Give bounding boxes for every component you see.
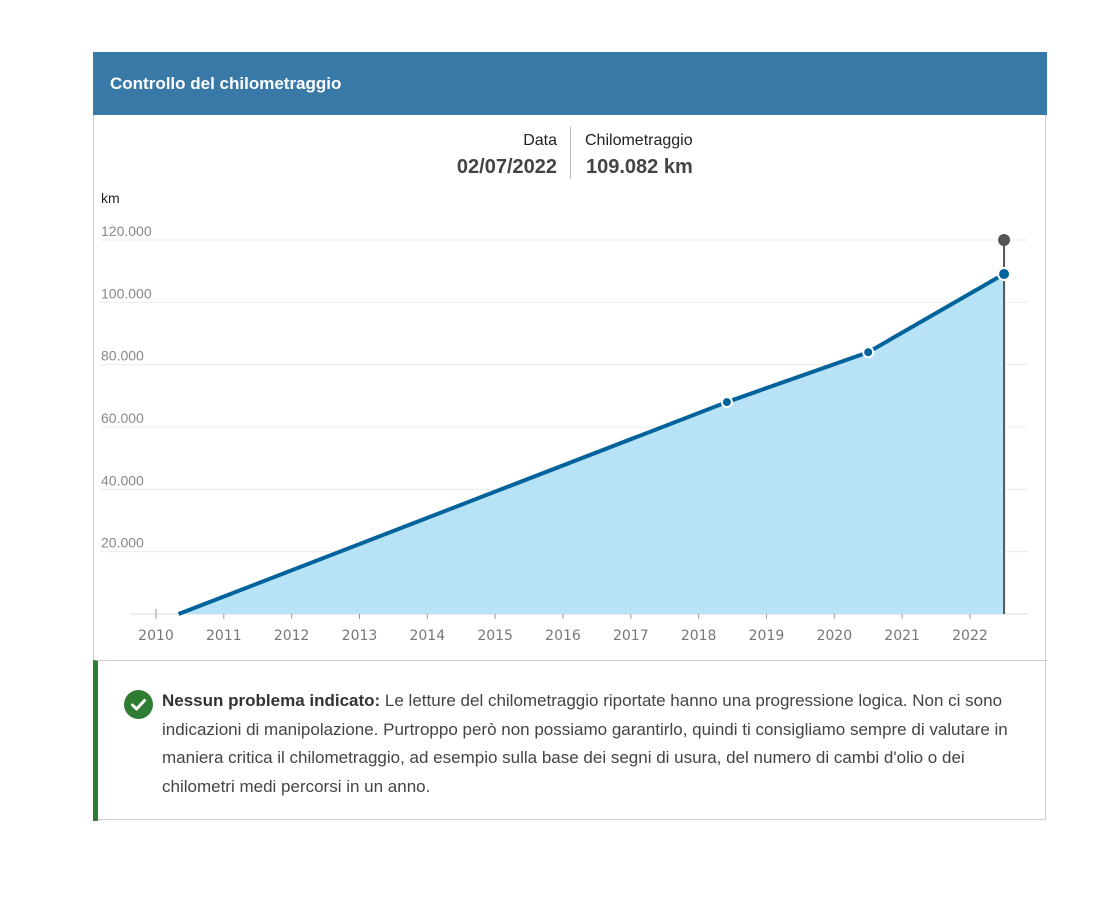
readout-km-label: Chilometraggio bbox=[585, 132, 693, 149]
y-tick-label: 120.000 bbox=[101, 223, 152, 239]
data-point bbox=[862, 346, 875, 359]
x-tick-label: 2012 bbox=[274, 628, 310, 644]
y-axis-unit: km bbox=[101, 190, 120, 206]
mileage-line bbox=[177, 272, 1006, 616]
x-tick-label: 2020 bbox=[816, 628, 852, 644]
status-message: Nessun problema indicato: Le letture del… bbox=[93, 660, 1047, 821]
x-tick-label: 2010 bbox=[138, 628, 174, 644]
y-tick-label: 100.000 bbox=[101, 285, 152, 301]
x-tick-label: 2016 bbox=[545, 628, 581, 644]
status-title: Nessun problema indicato: bbox=[162, 691, 381, 710]
x-tick-label: 2013 bbox=[342, 628, 378, 644]
x-tick-label: 2017 bbox=[613, 628, 649, 644]
readout-date-value: 02/07/2022 bbox=[456, 156, 557, 178]
x-tick-label: 2021 bbox=[884, 628, 920, 644]
readout-km-value: 109.082 km bbox=[586, 156, 693, 178]
data-point bbox=[720, 396, 733, 409]
x-tick-label: 2019 bbox=[749, 628, 785, 644]
card-header: Controllo del chilometraggio bbox=[93, 52, 1047, 115]
x-tick-label: 2022 bbox=[952, 628, 988, 644]
card-title: Controllo del chilometraggio bbox=[110, 74, 342, 93]
cursor-handle bbox=[998, 234, 1011, 246]
area-fill bbox=[178, 274, 1005, 614]
y-tick-label: 20.000 bbox=[101, 535, 144, 551]
status-body: Le letture del chilometraggio riportate … bbox=[162, 691, 1008, 796]
x-tick-label: 2018 bbox=[681, 628, 717, 644]
selected-data-point bbox=[997, 267, 1012, 282]
x-tick-label: 2015 bbox=[477, 628, 513, 644]
check-circle-icon bbox=[124, 690, 153, 719]
mileage-chart[interactable]: 20.000 40.000 60.000 80.000 100.000 120.000 20… bbox=[0, 0, 1105, 660]
status-text: Nessun problema indicato: Le letture del… bbox=[162, 687, 1032, 801]
x-tick-label: 2014 bbox=[409, 628, 445, 644]
y-tick-label: 80.000 bbox=[101, 348, 144, 364]
x-tick-label: 2011 bbox=[206, 628, 242, 644]
readout-divider bbox=[570, 127, 571, 179]
readout-date-label: Data bbox=[523, 132, 557, 149]
y-tick-label: 40.000 bbox=[101, 472, 144, 488]
y-tick-label: 60.000 bbox=[101, 410, 144, 426]
